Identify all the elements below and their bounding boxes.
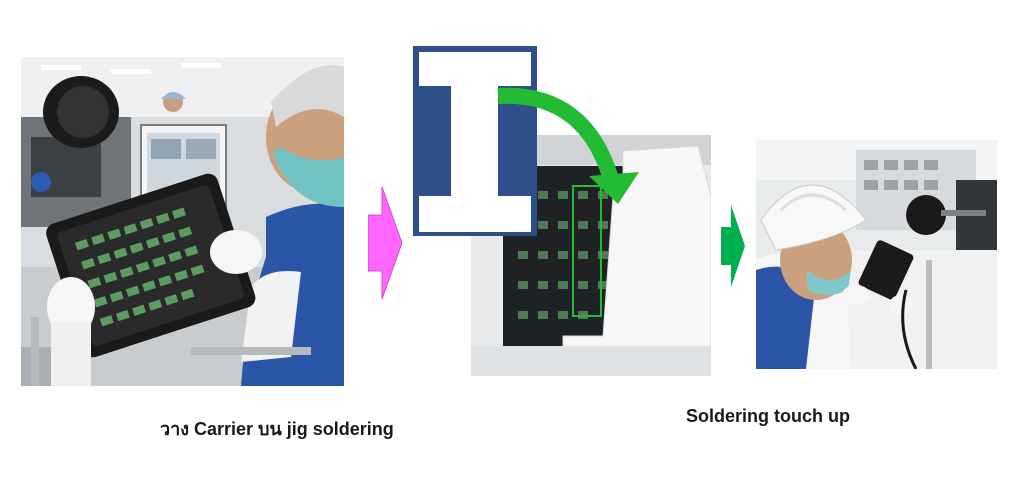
photo-operator-holding-carrier — [21, 57, 344, 386]
photo-jig-with-cover-graphic — [413, 46, 711, 376]
arrow-pink-right — [368, 187, 402, 299]
caption-step-1: วาง Carrier บน jig soldering — [160, 419, 394, 439]
photo-soldering-touch-up — [756, 140, 997, 369]
photo-soldering-touch-up-graphic — [756, 140, 997, 369]
arrow-right-icon — [368, 187, 402, 299]
arrow-right-icon — [721, 205, 745, 287]
caption-step-2: Soldering touch up — [686, 406, 850, 426]
arrow-green-right — [721, 205, 745, 287]
photo-jig-with-cover — [413, 46, 711, 376]
photo-operator-holding-carrier-graphic — [21, 57, 344, 386]
